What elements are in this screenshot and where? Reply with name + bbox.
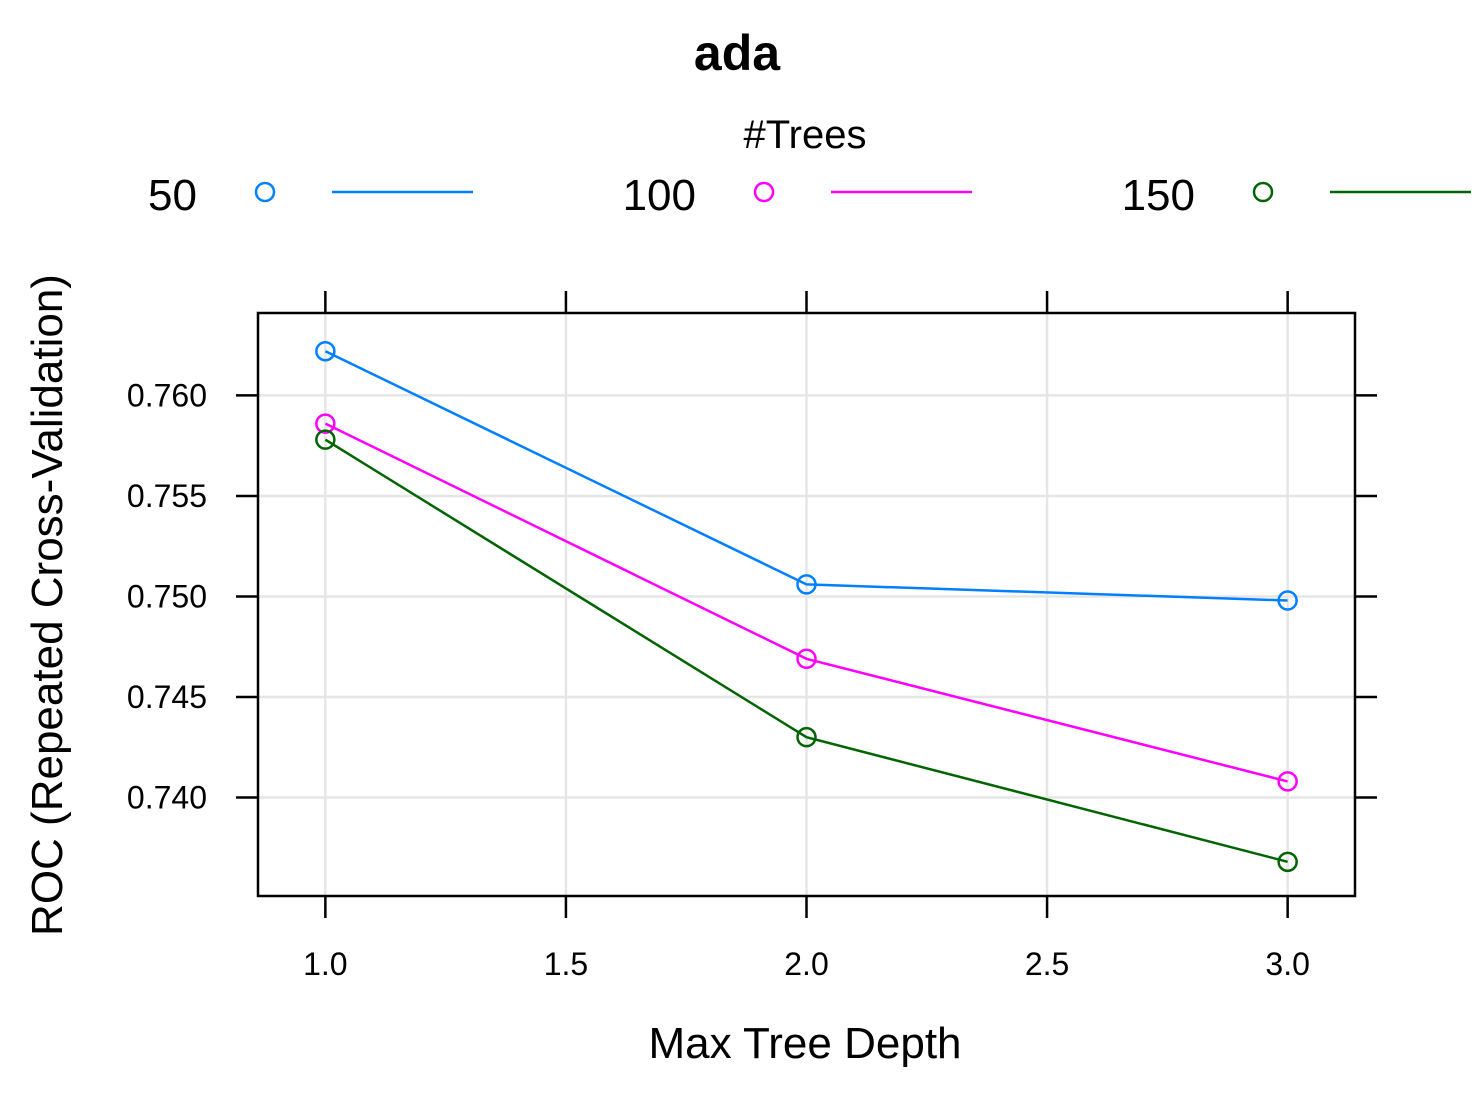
legend-marker-50	[254, 181, 276, 203]
series-line-100	[324, 422, 1288, 783]
y-tick-label: 0.755	[127, 478, 207, 514]
x-tick-label: 3.0	[1265, 946, 1309, 982]
y-tick-label: 0.750	[127, 578, 207, 614]
legend-label-100: 100	[623, 171, 696, 220]
legend-title: #Trees	[743, 113, 866, 157]
data-point-50	[1277, 590, 1298, 611]
data-point-150	[796, 726, 817, 748]
series-line-50	[324, 350, 1288, 602]
data-point-150	[1277, 851, 1298, 873]
y-axis-label: ROC (Repeated Cross-Validation)	[23, 274, 72, 936]
ticks: 1.0 1.5 2.0 2.5 3.0 0.740 0.745 0.750 0.755 0.760	[127, 291, 1377, 982]
x-tick-label: 2.5	[1025, 946, 1069, 982]
x-tick-label: 1.5	[544, 946, 588, 982]
data-point-100	[315, 413, 336, 434]
data-point-150	[315, 429, 336, 450]
x-axis-label: Max Tree Depth	[648, 1019, 961, 1068]
legend-label-150: 150	[1122, 171, 1195, 220]
y-tick-label: 0.745	[127, 679, 207, 715]
data-point-50	[796, 574, 817, 595]
x-tick-label: 1.0	[303, 946, 347, 982]
data-point-100	[796, 648, 817, 670]
chart-title: ada	[694, 25, 781, 81]
data-point-50	[315, 340, 336, 362]
legend-marker-150	[1252, 181, 1274, 203]
legend-label-50: 50	[148, 171, 197, 220]
series-layer	[315, 340, 1298, 873]
x-tick-label: 2.0	[784, 946, 828, 982]
legend: 50 100 150	[148, 171, 1471, 220]
y-tick-label: 0.740	[127, 779, 207, 815]
series-line-150	[324, 438, 1288, 864]
y-tick-label: 0.760	[127, 377, 207, 413]
data-point-100	[1277, 771, 1298, 792]
grid	[258, 313, 1355, 896]
legend-marker-100	[753, 181, 775, 203]
